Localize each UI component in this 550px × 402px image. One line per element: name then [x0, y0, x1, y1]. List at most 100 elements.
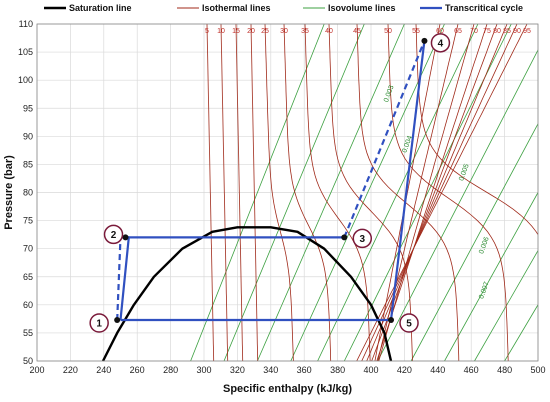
x-tick-label: 420 — [397, 365, 412, 375]
isothermal-label: 80 — [493, 28, 501, 35]
legend-entry: Isothermal lines — [202, 3, 271, 13]
x-tick-label: 220 — [63, 365, 78, 375]
y-tick-label: 85 — [23, 159, 33, 169]
x-tick-label: 480 — [497, 365, 512, 375]
isothermal-label: 85 — [503, 28, 511, 35]
isothermal-label: 95 — [523, 28, 531, 35]
cycle-point-label: 1 — [96, 318, 102, 329]
isovolume-line — [444, 191, 538, 361]
isothermal-label: 15 — [232, 28, 240, 35]
isothermal-label: 65 — [454, 28, 462, 35]
isovolume-line — [317, 24, 479, 361]
isothermal-line — [235, 24, 244, 361]
isothermal-label: 75 — [483, 28, 491, 35]
cycle-points: 1 2 3 4 5 — [89, 33, 451, 333]
cycle-point-badge — [399, 313, 419, 333]
y-tick-label: 80 — [23, 188, 33, 198]
isothermal-line — [374, 24, 441, 361]
cycle-segment — [116, 237, 122, 321]
x-tick-label: 400 — [363, 365, 378, 375]
isothermal-label: 55 — [412, 28, 420, 35]
cycle-point-3 — [341, 234, 348, 241]
y-tick-labels: 50 55 60 65 70 75 80 85 90 95 100 105 110 — [18, 19, 33, 366]
isothermal-label: 5 — [205, 28, 209, 35]
y-tick-label: 65 — [23, 272, 33, 282]
y-tick-label: 105 — [18, 47, 33, 57]
isothermal-line — [304, 24, 371, 361]
x-tick-label: 340 — [263, 365, 278, 375]
plot-frame — [36, 23, 539, 362]
cycle-point-label: 5 — [406, 318, 412, 329]
cycle-point-badge — [103, 224, 124, 245]
isovolume-line — [223, 24, 365, 361]
y-tick-label: 95 — [23, 103, 33, 113]
isothermal-line — [387, 24, 509, 361]
legend: Saturation line Isothermal lines Isovolume… — [44, 3, 523, 13]
y-tick-label: 60 — [23, 300, 33, 310]
x-tick-label: 500 — [530, 365, 545, 375]
cycle-point-label: 4 — [438, 38, 444, 49]
isothermal-line — [250, 24, 259, 361]
y-tick-label: 55 — [23, 328, 33, 338]
y-tick-label: 110 — [19, 19, 33, 29]
isothermal-line — [283, 24, 332, 361]
x-tick-label: 280 — [163, 365, 178, 375]
isothermal-lines — [206, 24, 538, 361]
legend-entry: Isovolume lines — [328, 3, 396, 13]
y-tick-label: 90 — [23, 131, 33, 141]
x-tick-label: 300 — [196, 365, 211, 375]
isovolume-line — [377, 49, 538, 361]
cycle-point-2 — [122, 234, 129, 241]
isothermal-label: 40 — [325, 28, 333, 35]
x-tick-labels: 200 220 240 260 280 300 320 340 360 380 400 420 440 4… — [29, 365, 545, 375]
x-tick-label: 260 — [130, 365, 145, 375]
isovolume-line — [474, 249, 538, 361]
legend-entry: Saturation line — [69, 3, 132, 13]
x-tick-label: 380 — [330, 365, 345, 375]
isovolume-line — [410, 122, 538, 361]
cycle-segment — [343, 40, 426, 238]
y-tick-label: 70 — [23, 244, 33, 254]
x-tick-label: 360 — [297, 365, 312, 375]
isothermal-label: 90 — [513, 28, 521, 35]
cycle-point-badge — [352, 228, 373, 249]
isothermal-line — [356, 24, 528, 361]
isothermal-label: 25 — [261, 28, 269, 35]
isothermal-label: 10 — [217, 28, 225, 35]
isothermal-line — [376, 24, 488, 361]
y-axis-label: Pressure (bar) — [3, 155, 15, 230]
cycle-point-5 — [388, 316, 395, 323]
transcritical-cycle — [116, 40, 426, 322]
cycle-point-badge — [89, 313, 109, 333]
isothermal-line — [366, 24, 508, 361]
isothermal-line — [377, 24, 459, 361]
saturation-line — [101, 226, 393, 362]
isothermal-line — [361, 24, 518, 361]
isothermal-label: 45 — [353, 28, 361, 35]
cycle-point-badge — [430, 33, 451, 53]
isothermal-line — [415, 24, 538, 236]
x-tick-label: 440 — [430, 365, 445, 375]
x-axis-label: Specific enthalpy (kJ/kg) — [223, 383, 352, 395]
x-tick-label: 200 — [29, 365, 44, 375]
cycle-point-label: 2 — [111, 230, 117, 241]
isothermal-label: 30 — [280, 28, 288, 35]
isothermal-label: 50 — [384, 28, 392, 35]
cycle-point-4 — [421, 37, 428, 44]
isovolume-line — [257, 24, 405, 361]
isothermal-label: 60 — [436, 28, 444, 35]
isothermal-line — [220, 24, 229, 361]
x-tick-label: 460 — [464, 365, 479, 375]
isothermal-label: 70 — [470, 28, 478, 35]
x-tick-label: 240 — [96, 365, 111, 375]
y-tick-label: 75 — [23, 216, 33, 226]
isothermal-line — [356, 24, 460, 361]
isothermal-label: 20 — [247, 28, 255, 35]
saturation-curve — [101, 226, 393, 362]
isothermal-line — [206, 24, 215, 361]
y-tick-label: 50 — [23, 356, 33, 366]
cycle-point-1 — [114, 316, 121, 323]
cycle-segment — [389, 40, 426, 321]
